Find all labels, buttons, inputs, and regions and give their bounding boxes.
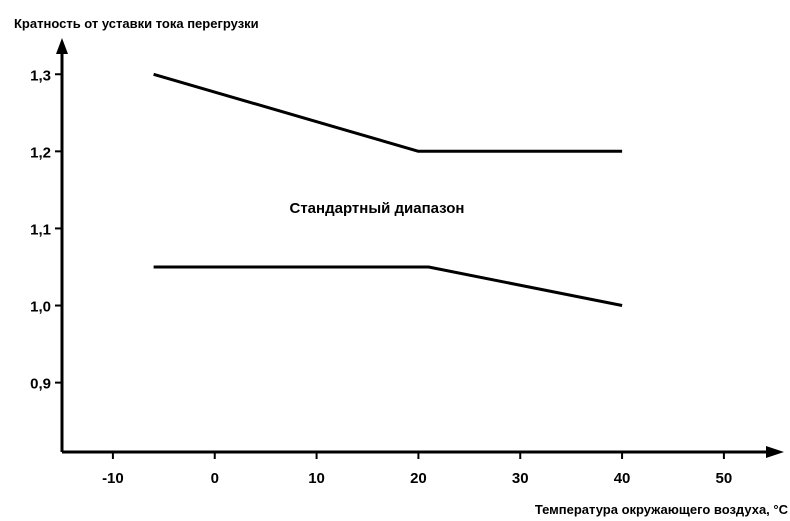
x-axis-title: Температура окружающего воздуха, °С	[535, 502, 789, 517]
upper-boundary-line	[153, 72, 623, 153]
x-tick-label: 20	[410, 470, 427, 487]
x-tick-label: 30	[512, 470, 529, 487]
x-tick-label: -10	[102, 470, 124, 487]
x-tick-label: 40	[614, 470, 631, 487]
series-group	[153, 72, 623, 307]
x-axis-arrow	[766, 446, 784, 458]
y-axis-arrow	[56, 38, 68, 54]
axes	[56, 38, 784, 458]
range-annotation: Стандартный диапазон	[290, 200, 465, 217]
lower-boundary-line	[153, 265, 623, 307]
ticks: -10 0 10 20 30 40 50 0,9 1,0 1,1 1,2 1,3	[30, 67, 732, 487]
x-tick-label: 0	[211, 470, 219, 487]
y-tick-label: 1,3	[30, 67, 51, 84]
y-axis-title: Кратность от уставки тока перегрузки	[14, 16, 259, 31]
y-tick-label: 0,9	[30, 376, 51, 393]
y-tick-label: 1,1	[30, 221, 51, 238]
y-tick-label: 1,0	[30, 299, 51, 316]
x-tick-label: 10	[308, 470, 325, 487]
x-tick-label: 50	[716, 470, 733, 487]
y-tick-label: 1,2	[30, 144, 51, 161]
